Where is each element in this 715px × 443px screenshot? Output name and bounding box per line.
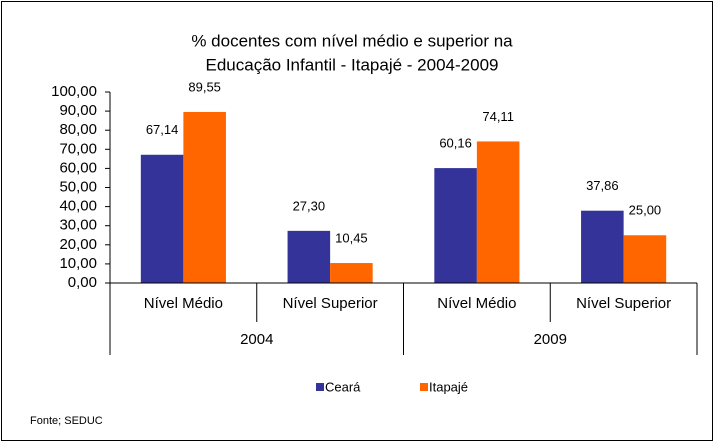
x-tick-label: Nível Médio (144, 295, 223, 312)
y-tick-label: 80,00 (59, 121, 97, 138)
y-tick-label: 60,00 (59, 159, 97, 176)
bar (330, 263, 373, 283)
data-label: 25,00 (629, 203, 662, 218)
legend-label: Itapajé (429, 379, 468, 394)
bar (476, 141, 520, 283)
y-tick-label: 50,00 (59, 178, 97, 195)
x-tick-label: Nível Superior (283, 295, 378, 312)
bar (434, 168, 477, 283)
source-note: Fonte; SEDUC (30, 415, 103, 427)
legend-label: Ceará (325, 379, 361, 394)
x-tick-label: Nível Médio (437, 295, 516, 312)
group-label: 2004 (240, 331, 273, 348)
chart-title: % docentes com nível médio e superior na (191, 31, 513, 50)
legend-swatch (316, 383, 324, 391)
data-label: 74,11 (482, 109, 514, 124)
y-tick-label: 70,00 (59, 140, 97, 157)
data-label: 60,16 (439, 136, 472, 151)
y-tick-label: 10,00 (59, 255, 97, 272)
group-label: 2009 (534, 331, 567, 348)
bar (581, 210, 624, 283)
y-tick-label: 20,00 (59, 236, 97, 253)
data-label: 67,14 (146, 122, 179, 137)
y-tick-label: 100,00 (51, 83, 97, 100)
data-label: 37,86 (586, 178, 619, 193)
y-tick-label: 0,00 (68, 274, 97, 291)
bar (183, 111, 226, 283)
bar (623, 235, 667, 283)
bar (287, 230, 331, 283)
y-tick-label: 90,00 (59, 102, 97, 119)
data-label: 89,55 (188, 79, 221, 94)
x-tick-label: Nível Superior (576, 295, 671, 312)
data-label: 10,45 (335, 230, 368, 245)
data-label: 27,30 (293, 198, 326, 213)
chart-title: Educação Infantil - Itapajé - 2004-2009 (206, 55, 499, 74)
y-tick-label: 30,00 (59, 217, 97, 234)
legend-swatch (420, 383, 428, 391)
bar (140, 154, 184, 283)
y-tick-label: 40,00 (59, 198, 97, 215)
